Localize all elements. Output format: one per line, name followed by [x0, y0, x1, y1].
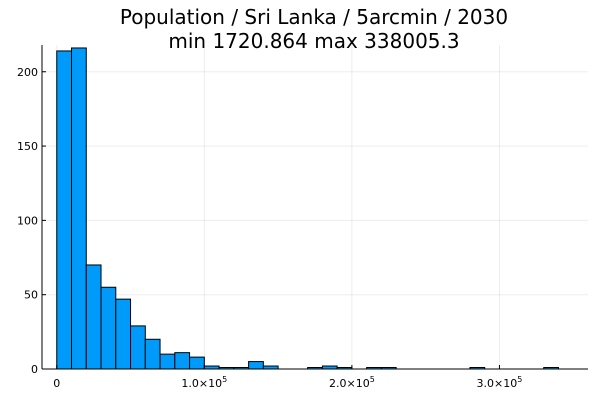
histogram-bar	[71, 47, 87, 370]
y-tick-label: 150	[17, 140, 38, 153]
x-tick-label: 3.0×105	[477, 375, 523, 390]
y-tick-label: 200	[17, 66, 38, 79]
histogram-bar	[56, 50, 73, 370]
axes	[41, 45, 588, 370]
histogram-bar	[130, 325, 146, 370]
x-tick-label: 0	[53, 377, 60, 390]
histogram-bar	[159, 353, 176, 370]
histogram-bar	[115, 298, 132, 370]
histogram-bar	[85, 264, 102, 370]
chart-title: Population / Sri Lanka / 5arcmin / 2030	[120, 5, 508, 29]
chart-subtitle: min 1720.864 max 338005.3	[168, 29, 459, 53]
bars	[56, 47, 559, 370]
y-tick-label: 100	[17, 214, 38, 227]
histogram-bar	[100, 286, 117, 370]
histogram-bar	[189, 356, 205, 370]
histogram-bar	[248, 361, 264, 370]
x-tick-label: 1.0×105	[181, 375, 227, 390]
x-tick-label: 2.0×105	[329, 375, 375, 390]
y-tick-label: 0	[31, 363, 38, 376]
ticks: 0 50 100 150 200 0 1.0×105 2.0×105 3.0×105	[17, 66, 522, 390]
histogram-bar	[144, 338, 161, 370]
histogram-bar	[174, 352, 191, 370]
y-tick-label: 50	[24, 289, 38, 302]
